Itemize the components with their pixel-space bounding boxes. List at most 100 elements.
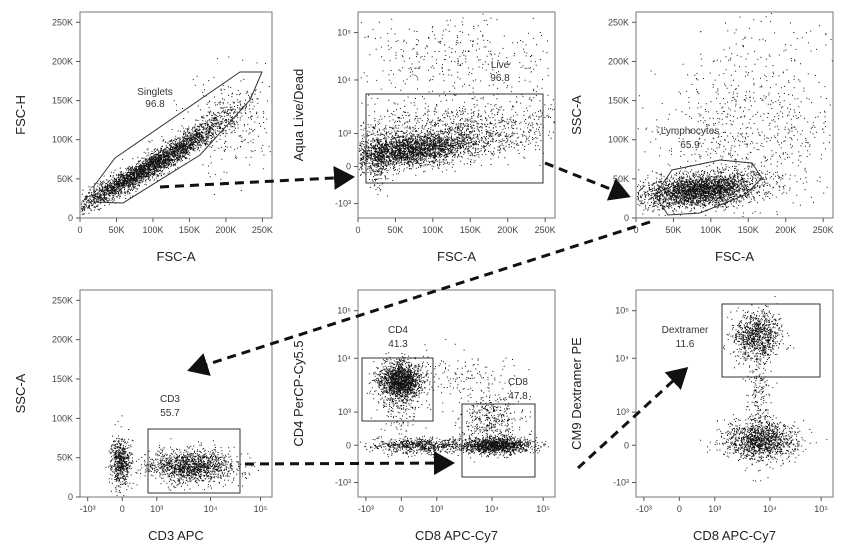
y-tick-label: 0 [68, 213, 73, 223]
gate-name: CD8 [508, 377, 528, 388]
gate-percent: 11.6 [676, 339, 695, 350]
event-cloud [442, 374, 532, 463]
live-gate[interactable] [365, 93, 544, 184]
event-cloud [108, 415, 137, 497]
plot-frame [635, 11, 834, 219]
x-tick-label: 150K [738, 225, 759, 235]
event-dots [359, 81, 555, 181]
y-tick-label: 100K [52, 413, 73, 423]
y-tick-label: 150K [52, 374, 73, 384]
y-axis-label: FSC-H [13, 95, 28, 135]
gate-percent: 41.3 [388, 339, 408, 350]
cd8-gate[interactable] [461, 403, 536, 478]
event-cloud [366, 353, 433, 409]
y-axis-label: Aqua Live/Dead [291, 69, 306, 162]
event-dots [442, 374, 532, 463]
event-dots [360, 13, 554, 114]
event-dots [637, 162, 807, 216]
event-cloud [359, 81, 555, 181]
panel-cd4cd8: -10³ 0 10³ 10⁴ 10⁵ -10³ 0 10³ 10⁴ 10⁵ CD8 APC-Cy7 C… [291, 289, 556, 543]
x-tick-label: 10⁵ [814, 504, 828, 514]
dextramer-gate[interactable] [721, 303, 821, 378]
gate-percent: 47.8 [508, 391, 528, 402]
y-tick-label: 150K [52, 96, 73, 106]
x-axis-label: CD8 APC-Cy7 [693, 528, 776, 543]
event-dots [366, 353, 433, 409]
y-tick-label: 50K [613, 174, 629, 184]
event-dots [108, 415, 137, 497]
x-tick-label: 100K [700, 225, 721, 235]
y-axis-label: SSC-A [13, 373, 28, 413]
y-tick-label: 10⁴ [615, 353, 629, 363]
event-cloud [435, 433, 549, 459]
y-tick-label: 0 [346, 162, 351, 172]
panel-lymphocytes: 0 50K 100K 150K 200K 250K 0 50K 100K 150K 200K 250K… [569, 11, 834, 264]
x-tick-label: 10⁴ [485, 504, 499, 514]
y-tick-label: -10³ [335, 478, 351, 488]
x-tick-label: 150K [179, 225, 200, 235]
x-axis-label: FSC-A [715, 249, 754, 264]
singlets-gate[interactable] [93, 71, 263, 204]
x-tick-label: 0 [120, 504, 125, 514]
x-tick-label: 0 [677, 504, 682, 514]
y-tick-label: 200K [52, 335, 73, 345]
plot-frame [79, 11, 273, 219]
event-dots [723, 296, 795, 367]
event-dots [700, 409, 828, 471]
panel-singlets: 0 50K 100K 150K 200K 250K 0 50K 100K 150K 200K 250K… [13, 11, 273, 264]
y-tick-label: 0 [624, 213, 629, 223]
event-cloud [723, 296, 795, 367]
y-tick-label: 100K [608, 135, 629, 145]
y-tick-label: 10³ [616, 407, 629, 417]
y-tick-label: 50K [57, 453, 73, 463]
y-axis-label: CD4 PerCP-Cy5.5 [291, 340, 306, 446]
x-tick-label: -10³ [80, 504, 96, 514]
gate-percent: 55.7 [160, 408, 180, 419]
gate-percent: 96.8 [490, 73, 510, 84]
gate-name: CD3 [160, 394, 180, 405]
y-tick-label: 10⁵ [615, 306, 629, 316]
x-tick-label: 100K [142, 225, 163, 235]
x-tick-label: 100K [422, 225, 443, 235]
x-axis-label: FSC-A [437, 249, 476, 264]
panel-cd3: -10³ 0 10³ 10⁴ 10⁵ 0 50K 100K 150K 200K 250K CD3 AP… [13, 289, 273, 543]
y-axis-label: CM9 Dextramer PE [569, 337, 584, 450]
y-tick-label: 10³ [338, 129, 351, 139]
gate-name: Live [491, 60, 510, 71]
y-tick-label: 10⁵ [337, 306, 351, 316]
cd3-gate[interactable] [147, 428, 241, 494]
plot-frame [357, 11, 556, 219]
plot-frame [79, 289, 273, 498]
event-cloud [637, 50, 831, 217]
gate-name: CD4 [388, 325, 408, 336]
panel-dextramer: -10³ 0 10³ 10⁴ 10⁵ -10³ 0 10³ 10⁴ 10⁵ CD8 APC-Cy7 C… [569, 289, 834, 543]
y-tick-label: 100K [52, 135, 73, 145]
gate-percent: 65.9 [680, 140, 700, 151]
lymphocytes-gate[interactable] [654, 159, 763, 216]
x-tick-label: 0 [77, 225, 82, 235]
arrow-lymphocytes-to-cd3 [187, 220, 651, 376]
x-tick-label: 10³ [430, 504, 443, 514]
x-tick-label: 200K [497, 225, 518, 235]
y-tick-label: 0 [68, 492, 73, 502]
arrow-singlets-to-live [159, 165, 355, 190]
x-tick-label: 50K [108, 225, 124, 235]
y-tick-label: 10⁴ [337, 75, 351, 85]
gate-name: Lymphocytes [661, 126, 720, 137]
event-cloud [359, 121, 527, 177]
x-axis-label: CD8 APC-Cy7 [415, 528, 498, 543]
y-tick-label: 250K [608, 17, 629, 27]
x-tick-label: 10³ [708, 504, 721, 514]
x-tick-label: 0 [633, 225, 638, 235]
cd4-gate[interactable] [361, 357, 434, 422]
plot-frame [635, 289, 834, 498]
x-tick-label: 200K [215, 225, 236, 235]
y-tick-label: 10⁴ [337, 353, 351, 363]
arrow-cd3-to-cd4cd8 [244, 451, 455, 476]
x-tick-label: 250K [535, 225, 556, 235]
x-tick-label: 150K [460, 225, 481, 235]
x-tick-label: -10³ [636, 504, 652, 514]
x-tick-label: 10³ [150, 504, 163, 514]
x-tick-label: 10⁵ [536, 504, 550, 514]
